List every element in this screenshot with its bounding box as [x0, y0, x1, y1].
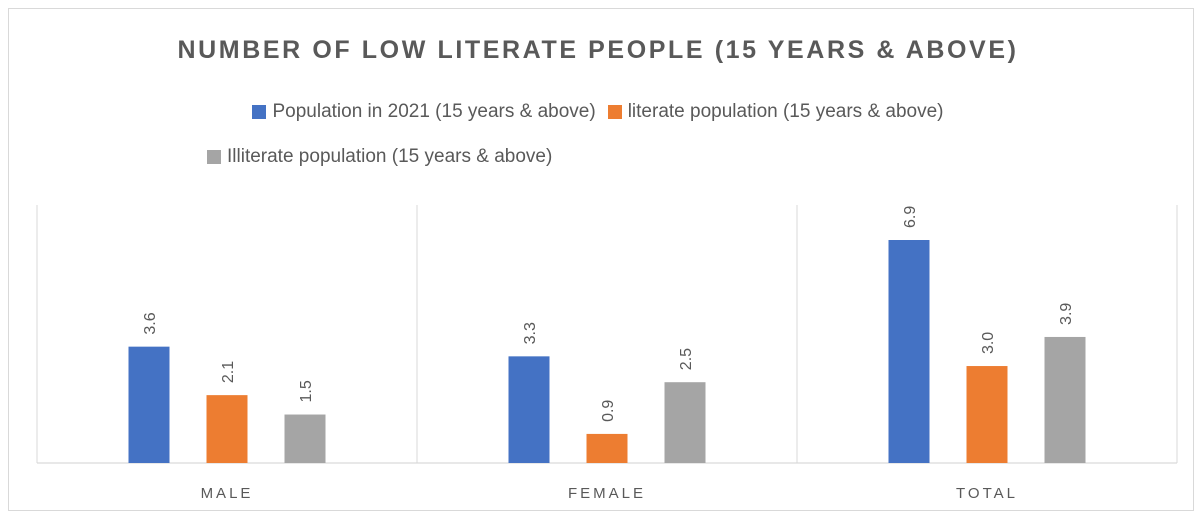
- data-label: 6.9: [902, 206, 919, 228]
- bar: [966, 366, 1008, 463]
- legend-row-1: Population in 2021 (15 years & above) li…: [0, 101, 1196, 123]
- data-label: 2.5: [678, 348, 695, 370]
- legend-swatch-illiterate: [207, 150, 221, 164]
- category-tick-label: TOTAL: [956, 485, 1018, 502]
- data-label: 0.9: [600, 400, 617, 422]
- bar: [586, 433, 628, 463]
- legend-label-illiterate: Illiterate population (15 years & above): [227, 146, 553, 167]
- category-tick-label: MALE: [201, 485, 254, 502]
- bar: [128, 346, 170, 463]
- legend-item-illiterate: Illiterate population (15 years & above): [207, 146, 552, 168]
- data-label: 3.9: [1058, 303, 1075, 325]
- legend-item-population: Population in 2021 (15 years & above): [252, 101, 596, 123]
- legend-label-literate: literate population (15 years & above): [627, 101, 944, 122]
- data-label: 3.0: [980, 332, 997, 354]
- category-tick-label: FEMALE: [568, 485, 646, 502]
- legend-swatch-literate: [607, 105, 622, 119]
- bar: [508, 356, 550, 463]
- data-label: 3.6: [142, 312, 159, 334]
- legend-item-literate: literate population (15 years & above): [607, 101, 944, 123]
- bar: [206, 395, 248, 463]
- data-label: 1.5: [298, 380, 315, 402]
- data-label: 3.3: [522, 322, 539, 344]
- data-label: 2.1: [220, 361, 237, 383]
- legend-row-2: Illiterate population (15 years & above): [0, 146, 1196, 168]
- bar: [664, 382, 706, 463]
- legend-swatch-population: [252, 105, 267, 119]
- bar: [888, 240, 930, 463]
- legend-label-population: Population in 2021 (15 years & above): [272, 101, 596, 122]
- chart-title: NUMBER OF LOW LITERATE PEOPLE (15 YEARS …: [177, 36, 1019, 64]
- bar: [1044, 336, 1086, 463]
- bar: [284, 414, 326, 463]
